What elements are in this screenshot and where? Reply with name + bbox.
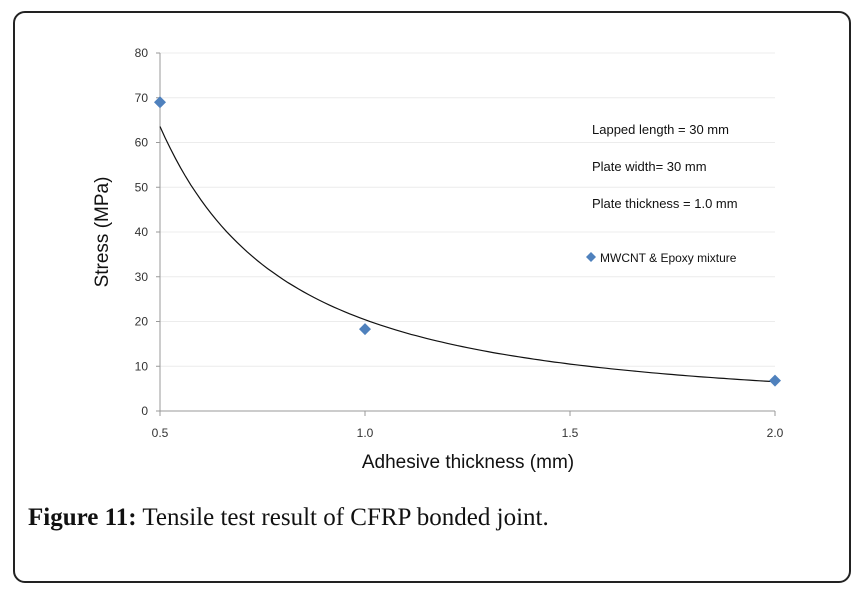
y-tick-label: 20 xyxy=(135,315,149,329)
y-axis-title: Stress (MPa) xyxy=(92,177,113,288)
data-point xyxy=(154,96,166,109)
y-tick-labels: 0 10 20 30 40 50 60 70 80 xyxy=(135,46,160,418)
figure-frame xyxy=(13,11,851,583)
x-tick-label: 0.5 xyxy=(152,426,169,440)
y-tick-label: 10 xyxy=(135,359,149,373)
y-tick-label: 60 xyxy=(135,136,149,150)
y-tick-label: 80 xyxy=(135,46,149,60)
annotation-plate-width: Plate width= 30 mm xyxy=(592,159,707,174)
y-tick-label: 30 xyxy=(135,270,149,284)
caption-text: Tensile test result of CFRP bonded joint… xyxy=(142,504,549,531)
legend-label: MWCNT & Epoxy mixture xyxy=(600,251,737,265)
x-axis-title: Adhesive thickness (mm) xyxy=(362,452,574,473)
x-tick-label: 1.0 xyxy=(357,426,374,440)
data-point xyxy=(769,374,781,387)
x-tick-labels: 0.5 1.0 1.5 2.0 xyxy=(152,411,784,440)
x-tick-label: 2.0 xyxy=(767,426,784,440)
data-points xyxy=(154,96,781,387)
trendline xyxy=(159,126,776,383)
annotation-plate-thickness: Plate thickness = 1.0 mm xyxy=(592,196,738,211)
y-tick-label: 70 xyxy=(135,91,149,105)
y-tick-label: 0 xyxy=(141,404,148,418)
legend-diamond-marker xyxy=(586,252,596,262)
legend: MWCNT & Epoxy mixture xyxy=(586,251,737,265)
y-tick-label: 50 xyxy=(135,180,149,194)
y-tick-label: 40 xyxy=(135,225,149,239)
data-point xyxy=(359,323,371,336)
caption-label: Figure 11: xyxy=(28,504,137,531)
gridlines xyxy=(160,52,775,367)
annotation-lapped-length: Lapped length = 30 mm xyxy=(592,122,729,137)
figure-caption: Figure 11: Tensile test result of CFRP b… xyxy=(28,504,549,532)
x-tick-label: 1.5 xyxy=(562,426,579,440)
